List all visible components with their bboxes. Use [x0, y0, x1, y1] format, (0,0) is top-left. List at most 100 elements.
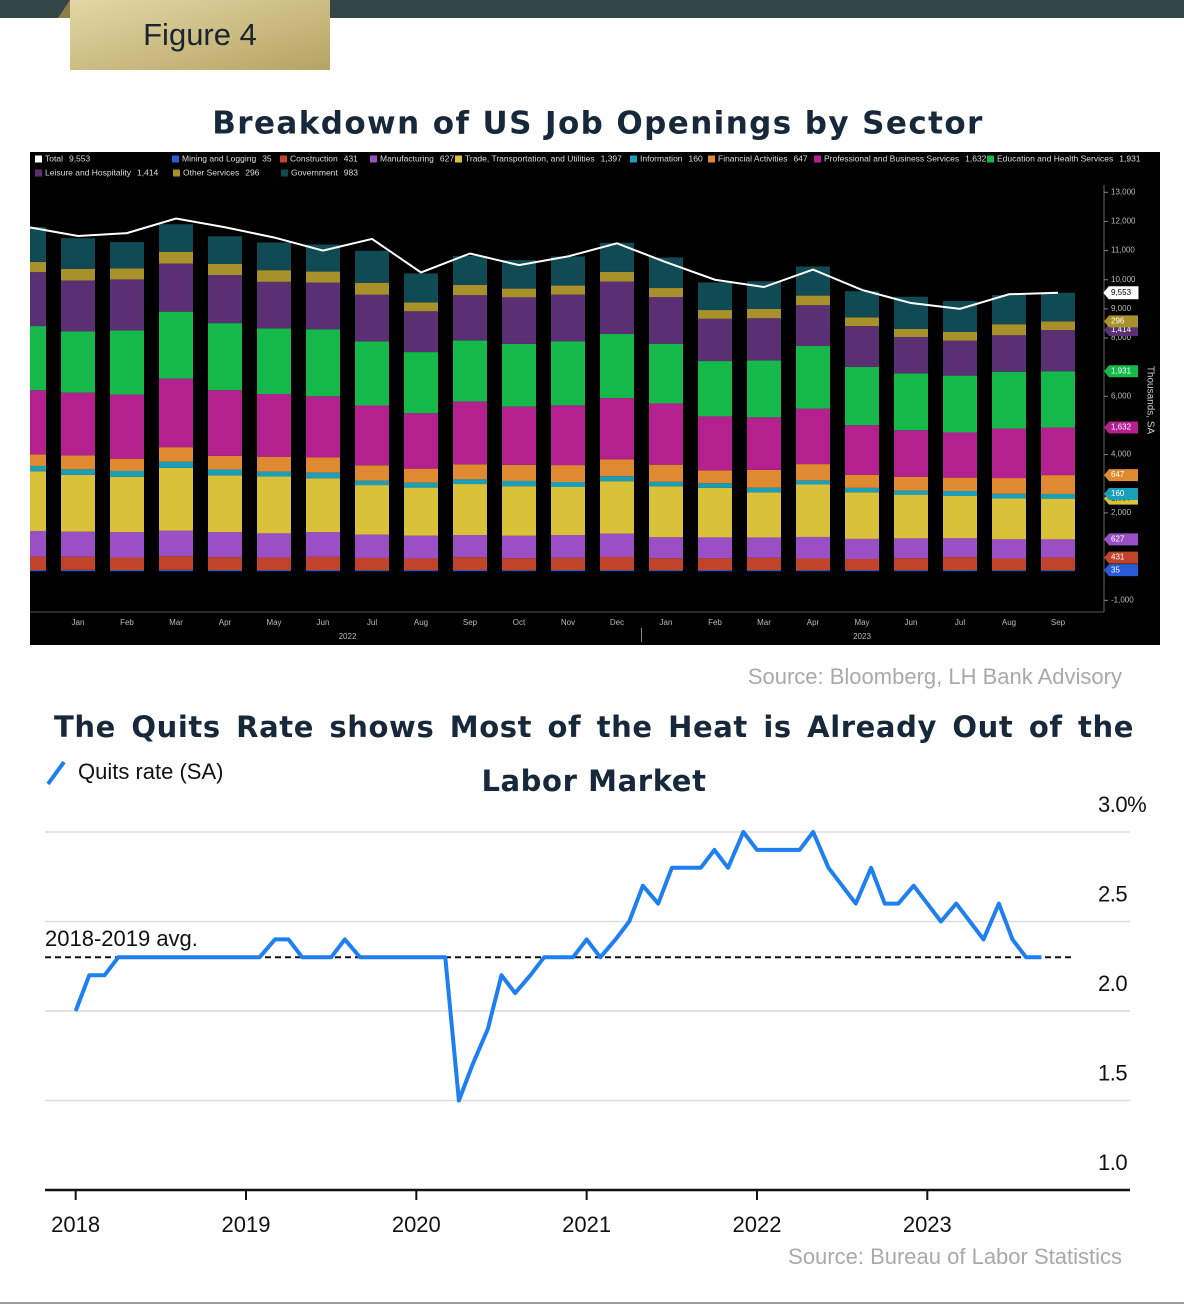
legend-label: Manufacturing — [380, 153, 434, 163]
legend-swatch — [455, 155, 462, 163]
legend-label: Other Services — [183, 167, 239, 177]
bar-segment — [306, 556, 340, 571]
x-tick-label: Jul — [367, 618, 377, 627]
bar-segment — [306, 244, 340, 272]
bar-segment — [600, 271, 634, 282]
x-tick-label: Jan — [660, 618, 673, 627]
bar-segment — [894, 476, 928, 491]
bar-segment — [992, 558, 1026, 571]
legend-value: 160 — [689, 153, 703, 163]
bar-segment — [453, 570, 487, 572]
x-tick-label: Sep — [463, 618, 478, 627]
bar-segment — [306, 472, 340, 479]
bar-segment — [992, 428, 1026, 479]
legend-swatch — [173, 169, 180, 177]
value-tag — [1104, 365, 1138, 378]
bar-segment — [845, 474, 879, 488]
bar-segment — [110, 476, 144, 533]
bar-segment — [845, 326, 879, 367]
bar-segment — [796, 558, 830, 571]
bar-segment — [110, 557, 144, 571]
bar-segment — [992, 478, 1026, 494]
bar-segment — [747, 318, 781, 361]
bar-segment — [1041, 427, 1075, 476]
bar-segment — [845, 291, 879, 318]
value-tag — [1103, 286, 1139, 300]
bar-segment — [453, 484, 487, 536]
x-tick-label: Aug — [1002, 618, 1016, 627]
legend-value: 296 — [245, 167, 259, 177]
x-tick-label: 2023 — [903, 1212, 952, 1237]
y-tick-label: 9,000 — [1111, 304, 1132, 313]
bar-segment — [649, 343, 683, 404]
bar-segment — [257, 270, 291, 282]
bar-segment — [208, 570, 242, 572]
legend-label: Trade, Transportation, and Utilities — [465, 153, 595, 163]
bar-segment — [845, 492, 879, 539]
bar-segment — [257, 570, 291, 572]
bar-segment — [404, 570, 438, 572]
x-tick-label: 2018 — [51, 1212, 100, 1237]
value-tag — [1104, 551, 1138, 564]
bar-segment — [502, 297, 536, 344]
bar-segment — [600, 281, 634, 334]
bar-segment — [355, 250, 389, 283]
reference-label: 2018-2019 avg. — [45, 926, 198, 951]
bar-segment — [747, 360, 781, 418]
bar-segment — [698, 310, 732, 319]
bar-segment — [257, 471, 291, 477]
bar-segment — [551, 405, 585, 466]
bar-segment — [796, 295, 830, 306]
bar-segment — [30, 465, 46, 472]
bar-segment — [1041, 557, 1075, 571]
bar-segment — [502, 535, 536, 559]
bar-segment — [796, 266, 830, 296]
bar-segment — [649, 288, 683, 298]
bar-segment — [943, 495, 977, 539]
bar-segment — [404, 468, 438, 483]
bar-segment — [796, 480, 830, 485]
bar-segment — [404, 535, 438, 559]
bar-segment — [894, 336, 928, 374]
bar-segment — [845, 570, 879, 572]
bar-segment — [159, 569, 193, 572]
bar-segment — [894, 296, 928, 329]
y-tick-label: 3.0% — [1098, 792, 1146, 817]
value-tag-label: 431 — [1111, 553, 1125, 562]
legend-swatch — [630, 155, 637, 163]
bar-segment — [30, 226, 46, 262]
bar-segment — [110, 570, 144, 572]
x-tick-label: Mar — [757, 618, 771, 627]
x-tick-label: Dec — [610, 618, 624, 627]
bar-segment — [845, 487, 879, 493]
bar-segment — [110, 279, 144, 331]
bar-segment — [796, 408, 830, 465]
bar-segment — [894, 328, 928, 337]
value-tag — [1104, 421, 1138, 434]
bar-segment — [1041, 493, 1075, 499]
plot-area — [30, 217, 1075, 572]
bar-segment — [1041, 498, 1075, 540]
bar-segment — [551, 486, 585, 536]
bar-segment — [600, 476, 634, 482]
bar-segment — [306, 457, 340, 473]
legend-value: 1,397 — [601, 153, 623, 163]
bar-segment — [894, 570, 928, 572]
bar-segment — [257, 533, 291, 558]
bar-segment — [355, 465, 389, 481]
bar-segment — [698, 537, 732, 559]
bar-segment — [257, 394, 291, 457]
legend-swatch — [370, 155, 377, 163]
bar-segment — [502, 343, 536, 407]
bar-segment — [551, 285, 585, 295]
x-tick-label: 2020 — [392, 1212, 441, 1237]
bar-segment — [208, 323, 242, 391]
bar-segment — [796, 346, 830, 409]
bar-segment — [943, 340, 977, 376]
bar-segment — [698, 570, 732, 572]
bar-segment — [894, 490, 928, 495]
bar-segment — [796, 570, 830, 572]
y-tick-label: 2.0 — [1098, 971, 1127, 996]
bar-segment — [110, 470, 144, 477]
bar-segment — [1041, 475, 1075, 494]
